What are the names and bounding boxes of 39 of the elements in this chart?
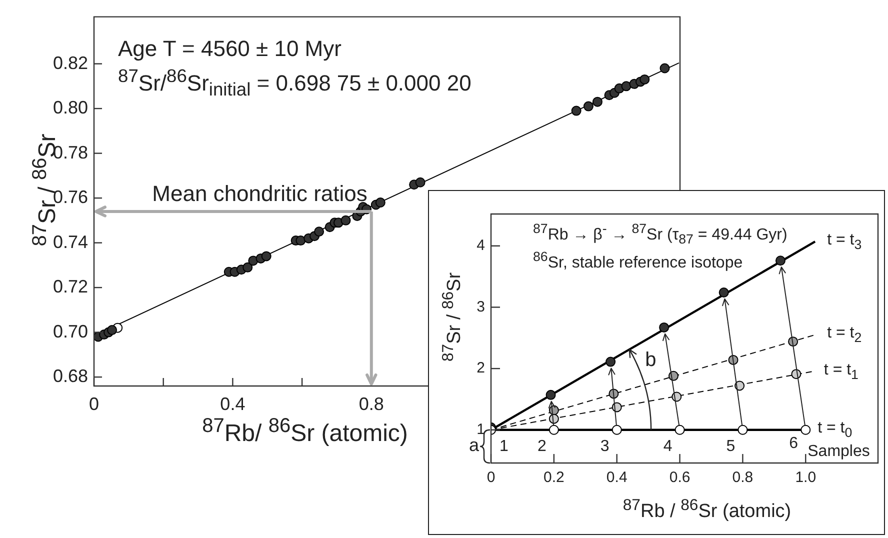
series-label: t = t$_{3}$ — [827, 231, 862, 252]
annotation: Age T = 4560 ± 10 Myr — [118, 36, 342, 61]
x-tick-label: 0.4 — [606, 469, 628, 486]
x-tick-label: 0 — [486, 469, 496, 486]
annotation: 4 — [663, 438, 672, 456]
annotation: 2 — [537, 438, 546, 456]
series-label: t = t$_{0}$ — [818, 419, 852, 440]
y-tick-label: 0.74 — [52, 232, 88, 252]
x-tick-label: 1.0 — [795, 469, 816, 486]
x-tick-label: 0.6 — [669, 469, 690, 486]
annotation: 3 — [600, 438, 610, 456]
y-tick-label: 4 — [476, 237, 485, 254]
text: a — [468, 436, 479, 456]
y-tick-label: 3 — [476, 298, 485, 316]
series-label: t = t$_{2}$ — [827, 324, 862, 346]
y-tick-label: 1 — [476, 421, 485, 438]
annotation: 6 — [789, 435, 798, 453]
annotation: Mean chondritic ratios — [152, 181, 368, 206]
y-tick-label: 0.68 — [52, 366, 88, 386]
x-tick-label: 0.4 — [220, 394, 246, 414]
annotation: 5 — [726, 438, 736, 456]
x-axis-title: $^{87}$Rb/ $^{86}$Sr (atomic) — [202, 414, 408, 448]
x-tick-label: 0.2 — [543, 469, 564, 486]
y-tick-label: 0.82 — [52, 52, 88, 73]
y-tick-label: 0.80 — [52, 98, 88, 118]
annotation: b — [645, 349, 656, 372]
annotation: $^{86}$Sr, stable reference isotope — [533, 249, 743, 272]
y-tick-label: 0.72 — [52, 276, 88, 297]
y-tick-label: 0.70 — [52, 321, 88, 342]
annotation: $^{87}$Sr/$^{86}$Sr$_{initial}$ = 0.698 75 ± 0.000 20 — [118, 64, 472, 100]
x-tick-label: 0.8 — [732, 469, 754, 486]
series-label: t = t$_{1}$ — [824, 361, 858, 382]
x-axis-title: $^{87}$Rb / $^{86}$Sr (atomic) — [622, 496, 792, 524]
annotation: Samples — [808, 443, 870, 461]
x-tick-label: 0 — [88, 394, 100, 414]
annotation: $^{87}$Rb → β$^{-}$ → $^{87}$Sr (τ$_{87}$ = 49.44 Gyr) — [533, 221, 788, 248]
annotation: 1 — [500, 438, 508, 456]
x-tick-label: 0.8 — [358, 394, 384, 414]
y-tick-label: 2 — [476, 360, 485, 377]
